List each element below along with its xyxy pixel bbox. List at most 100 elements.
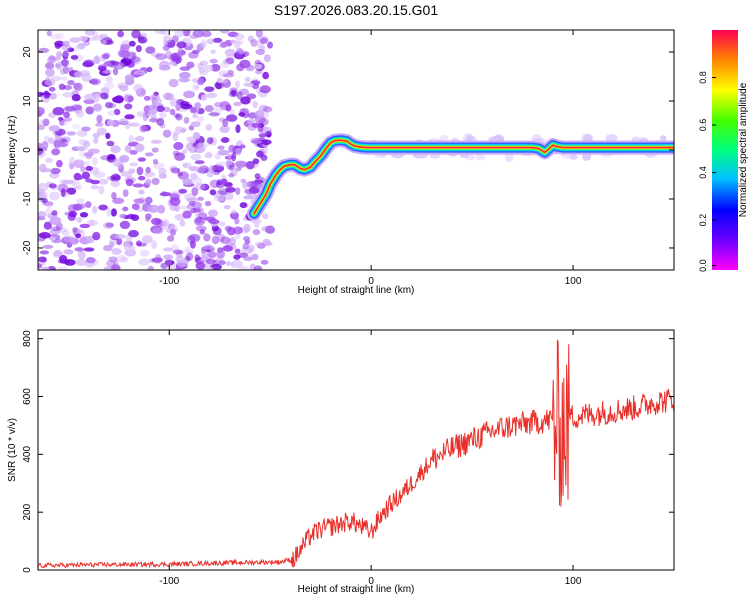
noise-blob xyxy=(212,37,223,43)
noise-blob xyxy=(154,30,167,35)
noise-blob xyxy=(80,166,86,173)
noise-blob xyxy=(59,254,68,264)
noise-blob xyxy=(263,110,270,119)
noise-blob xyxy=(104,101,113,109)
noise-blob xyxy=(252,100,258,109)
noise-blob xyxy=(215,81,223,90)
noise-blob xyxy=(179,220,186,227)
noise-blob xyxy=(45,202,53,208)
noise-blob xyxy=(145,196,153,205)
noise-blob xyxy=(219,125,230,134)
noise-blob xyxy=(156,117,165,126)
noise-blob xyxy=(98,65,107,72)
noise-blob xyxy=(218,79,228,84)
noise-blob xyxy=(47,55,56,63)
noise-blob xyxy=(173,113,181,119)
noise-blob xyxy=(196,207,204,213)
noise-blob xyxy=(243,256,253,262)
noise-blob xyxy=(239,202,248,209)
noise-blob xyxy=(151,147,159,153)
noise-blob xyxy=(162,218,170,228)
noise-blob xyxy=(231,152,237,162)
noise-blob xyxy=(129,162,139,167)
ridge-red xyxy=(253,139,674,215)
noise-blob xyxy=(180,103,193,110)
colorbar-ticks: 0.0 0.2 0.4 0.6 0.8 xyxy=(698,71,716,272)
noise-blob xyxy=(54,250,63,257)
spectrogram-x-axis: -100 0 100 xyxy=(159,30,582,287)
noise-blob xyxy=(74,247,84,252)
noise-blob xyxy=(124,114,135,120)
noise-blob xyxy=(218,260,226,266)
noise-blob xyxy=(78,35,88,42)
colorbar-tick-label: 0.6 xyxy=(698,119,708,132)
noise-blob xyxy=(244,188,254,195)
noise-blob xyxy=(216,77,223,84)
noise-blob xyxy=(119,155,130,163)
noise-blob xyxy=(116,254,127,263)
noise-blob xyxy=(101,39,107,45)
noise-blob xyxy=(110,60,120,66)
noise-blob xyxy=(220,30,230,34)
noise-blob xyxy=(235,47,244,55)
noise-blob xyxy=(77,42,86,50)
noise-blob xyxy=(194,85,200,90)
noise-blob xyxy=(260,156,268,162)
noise-blob xyxy=(61,230,70,237)
noise-blob xyxy=(259,85,271,94)
noise-blob xyxy=(38,147,44,156)
noise-blob xyxy=(114,95,124,104)
noise-blob xyxy=(255,30,263,38)
noise-blob xyxy=(178,77,191,83)
noise-blob xyxy=(74,44,80,52)
noise-blob xyxy=(61,179,74,185)
noise-blob xyxy=(145,166,151,174)
noise-blob xyxy=(156,105,165,113)
noise-blob xyxy=(180,128,186,133)
noise-blob xyxy=(172,132,179,142)
noise-blob xyxy=(93,103,102,112)
noise-blob xyxy=(185,248,194,255)
noise-blob xyxy=(214,81,225,90)
noise-blob xyxy=(108,256,118,262)
noise-blob xyxy=(236,91,243,100)
noise-blob xyxy=(125,178,134,187)
noise-blob xyxy=(110,145,121,154)
noise-blob xyxy=(145,46,156,54)
noise-blob xyxy=(92,231,101,241)
colorbar-tick-label: 0.4 xyxy=(698,166,708,179)
noise-blob xyxy=(251,122,262,128)
noise-blob xyxy=(45,62,55,70)
noise-blob xyxy=(258,104,269,112)
noise-blob xyxy=(203,266,214,270)
noise-blob xyxy=(138,189,145,195)
noise-blob xyxy=(128,168,136,174)
noise-blob xyxy=(134,135,145,142)
noise-blob xyxy=(128,134,135,144)
noise-blob xyxy=(147,204,160,213)
noise-blob xyxy=(123,93,129,101)
noise-blob xyxy=(569,154,578,160)
noise-blob xyxy=(56,159,63,168)
noise-blob xyxy=(210,107,222,116)
noise-blob xyxy=(234,248,241,254)
noise-blob xyxy=(256,40,264,49)
noise-blob xyxy=(190,153,202,161)
noise-blob xyxy=(200,183,210,191)
noise-blob xyxy=(234,218,240,225)
noise-blob xyxy=(73,83,81,90)
noise-blob xyxy=(60,188,66,197)
noise-blob xyxy=(90,179,100,185)
noise-blob xyxy=(192,30,205,38)
noise-blob xyxy=(170,165,178,174)
noise-blob xyxy=(103,61,112,67)
noise-blob xyxy=(174,30,185,38)
noise-blob xyxy=(92,157,98,166)
noise-blob xyxy=(49,236,56,241)
noise-blob xyxy=(199,229,206,235)
noise-blob xyxy=(188,166,200,172)
noise-blob xyxy=(84,93,96,100)
noise-blob xyxy=(178,205,190,210)
noise-blob xyxy=(41,266,50,270)
noise-blob xyxy=(168,78,179,88)
